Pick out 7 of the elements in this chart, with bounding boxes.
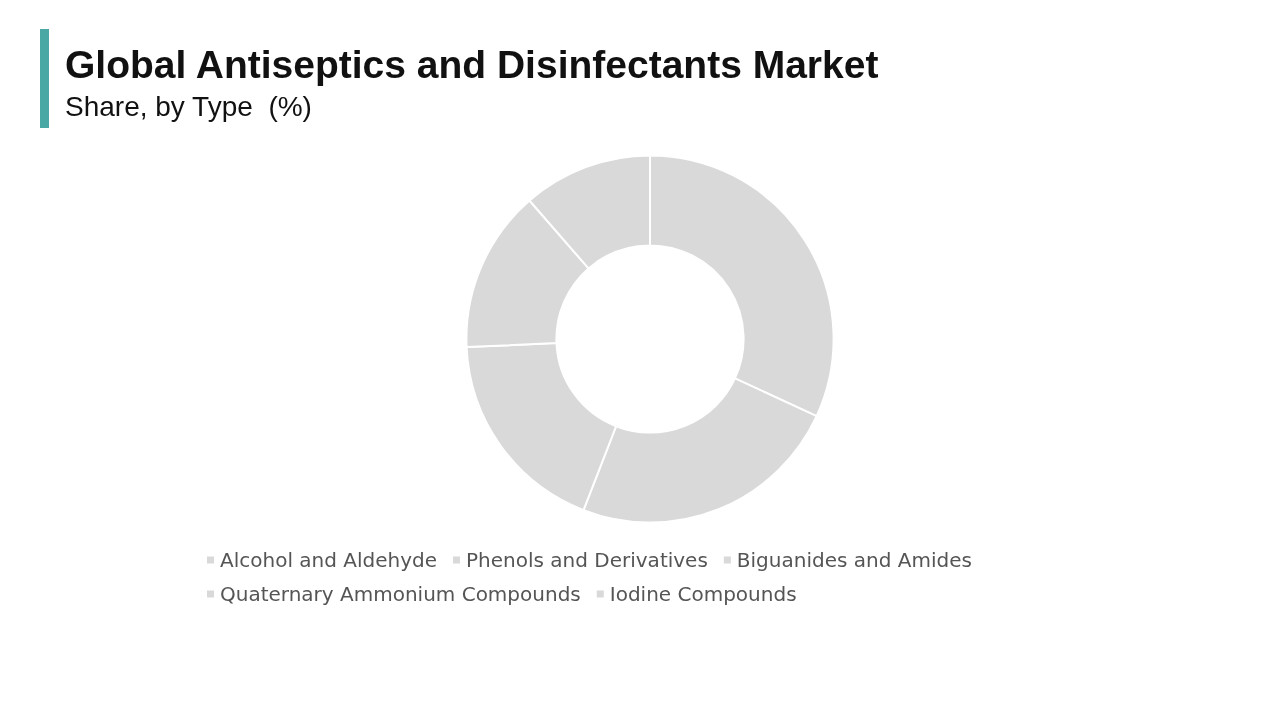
legend-label: Iodine Compounds xyxy=(609,582,797,606)
chart-title: Global Antiseptics and Disinfectants Market xyxy=(65,43,879,86)
legend-label: Biguanides and Amides xyxy=(736,548,972,572)
legend-label: Phenols and Derivatives xyxy=(466,548,708,572)
chart-subtitle: Share, by Type (%) xyxy=(65,90,312,122)
legend-label: Alcohol and Aldehyde xyxy=(220,548,438,572)
legend-label: Quaternary Ammonium Compounds xyxy=(220,582,581,606)
